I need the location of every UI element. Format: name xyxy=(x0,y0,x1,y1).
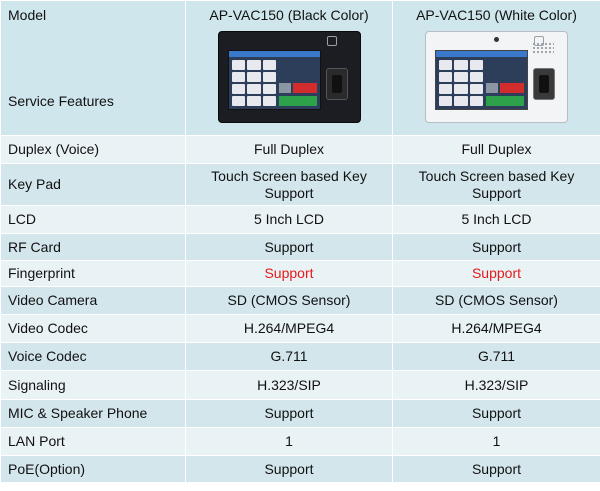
call-icon xyxy=(486,96,524,106)
call-icon xyxy=(279,96,317,106)
feature-label: MIC & Speaker Phone xyxy=(0,399,186,428)
feature-label: LAN Port xyxy=(0,427,186,456)
white-device-image xyxy=(425,31,568,123)
black-value: H.264/MPEG4 xyxy=(185,314,393,343)
rf-card-icon xyxy=(327,36,337,46)
table-row: PoE(Option) Support Support xyxy=(0,455,600,483)
black-value: Support xyxy=(185,399,393,428)
header-feature-cell: Model Service Features xyxy=(0,0,186,136)
header-black-cell: AP-VAC150 (Black Color) xyxy=(185,0,393,136)
fingerprint-sensor-icon xyxy=(533,68,555,100)
table-row: Fingerprint Support Support xyxy=(0,260,600,287)
feature-label: PoE(Option) xyxy=(0,455,186,483)
feature-label: Video Camera xyxy=(0,286,186,315)
black-value: 5 Inch LCD xyxy=(185,205,393,234)
white-value: H.323/SIP xyxy=(392,370,600,400)
black-model-title: AP-VAC150 (Black Color) xyxy=(209,7,369,23)
feature-label: Video Codec xyxy=(0,314,186,343)
white-value: Support xyxy=(392,399,600,428)
table-row: Voice Codec G.711 G.711 xyxy=(0,342,600,371)
feature-label: Fingerprint xyxy=(0,260,186,287)
speaker-grille-icon xyxy=(532,42,554,54)
table-row: Video Camera SD (CMOS Sensor) SD (CMOS S… xyxy=(0,286,600,315)
table-row: LCD 5 Inch LCD 5 Inch LCD xyxy=(0,205,600,234)
device-screen xyxy=(228,50,321,110)
black-value: G.711 xyxy=(185,342,393,371)
camera-icon xyxy=(494,37,499,42)
feature-label: Signaling xyxy=(0,370,186,400)
black-value: Support xyxy=(185,455,393,483)
keypad-icon xyxy=(232,60,276,106)
feature-label: RF Card xyxy=(0,233,186,261)
hangup-icon xyxy=(293,83,317,93)
header-row: Model Service Features AP-VAC150 (Black … xyxy=(0,0,600,136)
header-white-cell: AP-VAC150 (White Color) xyxy=(392,0,600,136)
white-value: 5 Inch LCD xyxy=(392,205,600,234)
black-value: H.323/SIP xyxy=(185,370,393,400)
white-value: SD (CMOS Sensor) xyxy=(392,286,600,315)
service-features-label: Service Features xyxy=(8,93,114,109)
table-row: LAN Port 1 1 xyxy=(0,427,600,456)
black-value: 1 xyxy=(185,427,393,456)
black-value: Support xyxy=(185,260,393,287)
feature-label: LCD xyxy=(0,205,186,234)
feature-label: Duplex (Voice) xyxy=(0,135,186,164)
white-value: G.711 xyxy=(392,342,600,371)
table-row: Key Pad Touch Screen based Key Support T… xyxy=(0,163,600,206)
table-row: Signaling H.323/SIP H.323/SIP xyxy=(0,370,600,400)
white-model-title: AP-VAC150 (White Color) xyxy=(416,7,577,23)
white-value: Support xyxy=(392,233,600,261)
white-value: Support xyxy=(392,455,600,483)
white-value: Touch Screen based Key Support xyxy=(392,163,600,206)
table-row: RF Card Support Support xyxy=(0,233,600,261)
table-row: MIC & Speaker Phone Support Support xyxy=(0,399,600,428)
device-screen xyxy=(435,50,528,110)
table-row: Duplex (Voice) Full Duplex Full Duplex xyxy=(0,135,600,164)
model-label: Model xyxy=(8,7,47,23)
black-device-image xyxy=(218,31,361,123)
black-value: Support xyxy=(185,233,393,261)
feature-label: Voice Codec xyxy=(0,342,186,371)
white-value: Full Duplex xyxy=(392,135,600,164)
black-value: Touch Screen based Key Support xyxy=(185,163,393,206)
hangup-icon xyxy=(500,83,524,93)
black-value: SD (CMOS Sensor) xyxy=(185,286,393,315)
white-value: 1 xyxy=(392,427,600,456)
keypad-icon xyxy=(439,60,483,106)
white-value: H.264/MPEG4 xyxy=(392,314,600,343)
black-value: Full Duplex xyxy=(185,135,393,164)
table-row: Video Codec H.264/MPEG4 H.264/MPEG4 xyxy=(0,314,600,343)
white-value: Support xyxy=(392,260,600,287)
feature-label: Key Pad xyxy=(0,163,186,206)
fingerprint-sensor-icon xyxy=(326,68,348,100)
